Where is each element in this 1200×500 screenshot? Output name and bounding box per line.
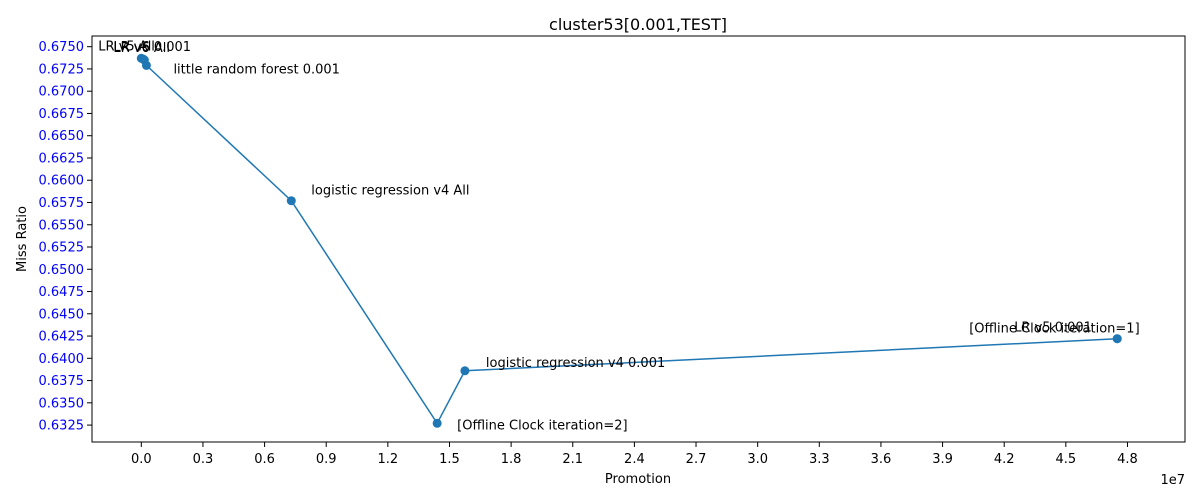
data-point: [1112, 334, 1122, 344]
point-annotation: logistic regression v4 All: [311, 184, 469, 199]
point-annotation: LR v6 All: [113, 41, 170, 56]
y-tick-label: 0.6600: [39, 174, 85, 189]
y-tick-label: 0.6500: [39, 263, 85, 278]
y-tick-label: 0.6700: [39, 85, 85, 100]
data-point: [286, 196, 296, 206]
x-tick-label: 3.3: [809, 452, 830, 467]
y-tick-label: 0.6575: [39, 196, 85, 211]
x-tick-label: 3.0: [747, 452, 768, 467]
x-tick-label: 2.7: [686, 452, 707, 467]
point-annotation: [Offline Clock iteration=1]: [969, 322, 1139, 337]
y-tick-label: 0.6625: [39, 151, 85, 166]
data-point: [432, 418, 442, 428]
data-point: [141, 60, 151, 70]
plot-frame: [91, 35, 1186, 443]
y-tick-label: 0.6725: [39, 62, 85, 77]
x-tick-label: 4.8: [1117, 452, 1138, 467]
y-tick-label: 0.6675: [39, 107, 85, 122]
y-tick-label: 0.6450: [39, 307, 85, 322]
y-tick-label: 0.6400: [39, 352, 85, 367]
y-tick-label: 0.6525: [39, 241, 85, 256]
y-tick-label: 0.6750: [39, 40, 85, 55]
chart-title: cluster53[0.001,TEST]: [549, 15, 727, 34]
data-point: [460, 366, 470, 376]
point-annotation: LR v5 All: [98, 39, 155, 54]
x-tick-label: 1.2: [378, 452, 399, 467]
y-axis-title: Miss Ratio: [15, 206, 30, 272]
plot-area: 0.0 0.3 0.6 0.9 1.2 1.5 1.8 2.1 2.4 2.7 3.0 3.3 3.6 3…: [39, 39, 1140, 467]
y-tick-label: 0.6475: [39, 285, 85, 300]
y-tick-label: 0.6375: [39, 374, 85, 389]
x-tick-label: 4.5: [1055, 452, 1076, 467]
x-tick-label: 4.2: [994, 452, 1015, 467]
y-tick-label: 0.6650: [39, 129, 85, 144]
x-tick-label: 1.5: [439, 452, 460, 467]
x-tick-label: 2.4: [624, 452, 645, 467]
y-tick-label: 0.6325: [39, 419, 85, 434]
point-annotation: LR v6 0.001: [113, 40, 191, 55]
x-tick-label: 2.1: [562, 452, 583, 467]
x-tick-label: 0.3: [193, 452, 214, 467]
x-offset-text: 1e7: [1160, 473, 1185, 488]
x-tick-label: 0.6: [254, 452, 275, 467]
x-tick-label: 1.8: [501, 452, 522, 467]
y-tick-label: 0.6350: [39, 396, 85, 411]
point-annotation: LR v5 0.001: [1014, 321, 1092, 336]
x-tick-label: 3.6: [871, 452, 892, 467]
x-tick-label: 0.0: [131, 452, 152, 467]
y-tick-label: 0.6550: [39, 218, 85, 233]
point-annotation: little random forest 0.001: [173, 62, 340, 77]
x-tick-label: 0.9: [316, 452, 337, 467]
y-tick-label: 0.6425: [39, 330, 85, 345]
x-tick-label: 3.9: [932, 452, 953, 467]
point-annotation: logistic regression v4 0.001: [486, 356, 665, 371]
point-annotation: [Offline Clock iteration=2]: [457, 418, 627, 433]
x-axis-title: Promotion: [605, 472, 671, 487]
